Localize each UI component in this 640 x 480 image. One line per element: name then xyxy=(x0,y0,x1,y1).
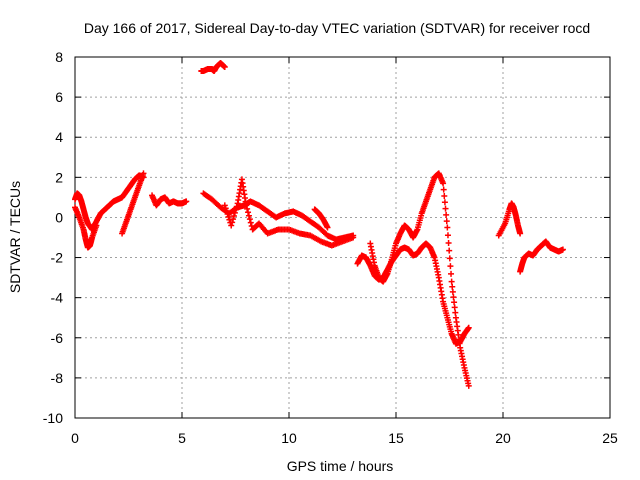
data-point xyxy=(246,216,253,223)
y-tick-label: -4 xyxy=(51,290,64,306)
y-tick-label: 6 xyxy=(55,89,63,105)
data-point xyxy=(448,278,455,285)
data-point xyxy=(228,222,235,229)
data-point xyxy=(445,239,452,246)
data-point xyxy=(183,198,190,205)
y-tick-label: 2 xyxy=(55,169,63,185)
data-point xyxy=(350,234,357,241)
data-point xyxy=(440,186,447,193)
data-point xyxy=(442,205,449,212)
data-point xyxy=(224,211,231,218)
data-point xyxy=(449,283,456,290)
series-arc-a-upper xyxy=(72,172,147,233)
data-point xyxy=(446,247,453,254)
data-point xyxy=(440,180,447,187)
x-tick-label: 25 xyxy=(602,430,618,446)
y-tick-label: 4 xyxy=(55,129,63,145)
data-point xyxy=(245,209,252,216)
data-point xyxy=(451,299,458,306)
data-point xyxy=(232,206,239,213)
data-point xyxy=(229,219,236,226)
axis-ticks: 0 5 10 15 20 25 -10 -8 -6 -4 -2 0 2 4 6 8 xyxy=(43,49,618,446)
data-point xyxy=(447,263,454,270)
data-point xyxy=(451,304,458,311)
data-points xyxy=(72,60,566,389)
data-point xyxy=(448,270,455,277)
y-tick-label: -6 xyxy=(51,330,64,346)
data-point xyxy=(243,202,250,209)
data-point xyxy=(450,294,457,301)
x-axis-label: GPS time / hours xyxy=(287,458,394,474)
data-point xyxy=(222,205,229,212)
series-arc-e xyxy=(200,190,357,243)
series-arc-k xyxy=(517,238,566,275)
chart-title: Day 166 of 2017, Sidereal Day-to-day VTE… xyxy=(84,20,590,36)
data-point xyxy=(559,246,566,253)
x-tick-label: 20 xyxy=(495,430,511,446)
data-point xyxy=(449,288,456,295)
data-point xyxy=(221,202,228,209)
data-point xyxy=(247,219,254,226)
y-tick-label: -10 xyxy=(43,410,63,426)
data-point xyxy=(465,324,472,331)
data-point xyxy=(443,218,450,225)
data-point xyxy=(230,216,237,223)
data-point xyxy=(444,224,451,231)
data-point xyxy=(230,213,237,220)
y-tick-label: -2 xyxy=(51,250,64,266)
data-point xyxy=(93,222,100,229)
y-tick-label: 8 xyxy=(55,49,63,65)
data-point xyxy=(324,224,331,231)
data-point xyxy=(446,255,453,262)
x-tick-label: 15 xyxy=(388,430,404,446)
data-point xyxy=(444,232,451,239)
series-arc-i xyxy=(367,170,472,389)
y-axis-label: SDTVAR / TECUs xyxy=(7,181,23,293)
data-point xyxy=(465,382,472,389)
data-point xyxy=(452,309,459,316)
series-arc-a-lower xyxy=(72,204,100,251)
grid-lines xyxy=(75,57,610,418)
data-point xyxy=(233,203,240,210)
y-tick-label: -8 xyxy=(51,370,64,386)
series-arc-j xyxy=(495,200,524,239)
plot-frame xyxy=(74,56,611,419)
data-point xyxy=(225,213,232,220)
data-point xyxy=(231,209,238,216)
data-point xyxy=(244,205,251,212)
series-arc-h xyxy=(354,240,472,347)
data-point xyxy=(245,212,252,219)
x-tick-label: 10 xyxy=(281,430,297,446)
data-point xyxy=(441,192,448,199)
data-point xyxy=(517,230,524,237)
series-arc-c xyxy=(149,192,190,209)
series-arc-d xyxy=(198,60,228,75)
data-point xyxy=(221,64,228,71)
y-tick-label: 0 xyxy=(55,209,63,225)
x-tick-label: 5 xyxy=(178,430,186,446)
data-point xyxy=(223,208,230,215)
series-arc-g xyxy=(311,206,331,231)
data-point xyxy=(443,211,450,218)
data-point xyxy=(140,170,147,177)
data-point xyxy=(441,199,448,206)
series-arc-b xyxy=(119,170,147,237)
series-arc-f xyxy=(221,176,357,249)
x-tick-label: 0 xyxy=(71,430,79,446)
